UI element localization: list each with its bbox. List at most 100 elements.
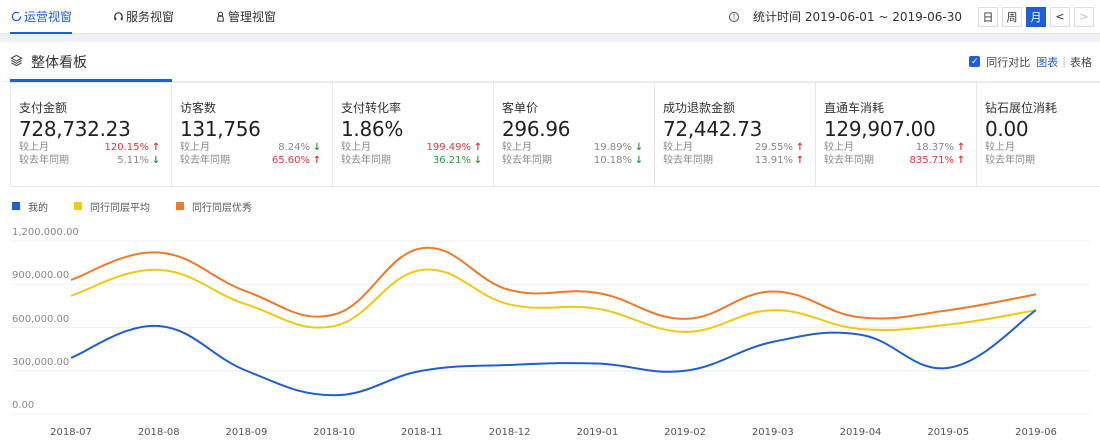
series-excellent-line[interactable] bbox=[70, 246, 1037, 320]
board-title: 整体看板 bbox=[31, 54, 87, 71]
tab-operations[interactable]: 运营视窗 bbox=[10, 0, 73, 34]
y-axis-label: 900,000.00 bbox=[12, 270, 70, 282]
chart-legend: 我的 同行同层平均 同行同层优秀 bbox=[12, 199, 1100, 214]
legend-label: 我的 bbox=[28, 202, 48, 214]
yoy-label: 较去年同期 bbox=[985, 155, 1035, 166]
metric-card[interactable]: 成功退款金额 72,442.73 较上月 29.55% ↑ 较去年同期 13.9… bbox=[655, 82, 816, 187]
yoy-label: 较去年同期 bbox=[824, 155, 874, 166]
yoy-value: - bbox=[1055, 154, 1100, 167]
mom-label: 较上月 bbox=[663, 142, 693, 153]
next-period-button[interactable]: > bbox=[1074, 6, 1094, 27]
x-axis-label: 2018-10 bbox=[313, 427, 356, 438]
arrow-up-icon: ↑ bbox=[795, 155, 805, 166]
x-axis-label: 2019-05 bbox=[927, 427, 970, 438]
mom-row: 较上月 18.37% ↑ bbox=[824, 141, 968, 154]
date-controls: ! 统计时间 2019-06-01 ~ 2019-06-30 日 周 月 < > bbox=[729, 6, 1100, 27]
metric-cards: 支付金额 728,732.23 较上月 120.15% ↑ 较去年同期 5.11… bbox=[10, 79, 1100, 187]
metric-label: 成功退款金额 bbox=[663, 101, 736, 115]
y-axis-label: 1,200,000.00 bbox=[12, 227, 79, 238]
period-month-button[interactable]: 月 bbox=[1026, 6, 1046, 27]
arrow-up-icon: ↑ bbox=[795, 142, 805, 153]
mom-label: 较上月 bbox=[824, 142, 854, 153]
legend-swatch bbox=[74, 202, 82, 210]
yoy-value: 65.60% bbox=[271, 155, 310, 166]
x-axis-label: 2018-07 bbox=[50, 427, 92, 438]
tab-management[interactable]: 管理视窗 bbox=[214, 0, 276, 34]
view-chart-link[interactable]: 图表 bbox=[1036, 55, 1059, 69]
board-header: 整体看板 ✓ 同行对比 图表 | 表格 bbox=[0, 42, 1100, 82]
period-day-button[interactable]: 日 bbox=[978, 6, 998, 27]
legend-swatch bbox=[12, 202, 20, 210]
yoy-row: 较去年同期 13.91% ↑ bbox=[663, 154, 807, 167]
mom-label: 较上月 bbox=[502, 142, 532, 153]
yoy-label: 较去年同期 bbox=[19, 155, 69, 166]
metric-label: 支付金额 bbox=[19, 101, 68, 115]
metric-label: 客单价 bbox=[502, 101, 539, 115]
metric-value: 129,907.00 bbox=[824, 117, 936, 141]
mom-value: 18.37% bbox=[915, 142, 954, 153]
metric-card[interactable]: 钻石展位消耗 0.00 较上月 - 较去年同期 - bbox=[977, 82, 1100, 187]
period-selector: 日 周 月 < > bbox=[978, 6, 1094, 27]
arrow-down-icon: ↓ bbox=[634, 155, 644, 166]
yoy-value: 10.18% bbox=[593, 155, 632, 166]
metric-card[interactable]: 直通车消耗 129,907.00 较上月 18.37% ↑ 较去年同期 835.… bbox=[816, 82, 977, 187]
metric-label: 支付转化率 bbox=[341, 101, 402, 115]
metric-card[interactable]: 支付金额 728,732.23 较上月 120.15% ↑ 较去年同期 5.11… bbox=[10, 79, 172, 187]
layers-icon bbox=[10, 52, 23, 71]
yoy-value: 835.71% bbox=[909, 155, 955, 166]
metric-value: 131,756 bbox=[180, 117, 261, 141]
mom-row: 较上月 199.49% ↑ bbox=[341, 141, 485, 154]
period-week-button[interactable]: 周 bbox=[1002, 6, 1022, 27]
arrow-up-icon: ↑ bbox=[956, 142, 966, 153]
metric-label: 直通车消耗 bbox=[824, 101, 885, 115]
mom-value: 19.89% bbox=[593, 142, 632, 153]
yoy-label: 较去年同期 bbox=[502, 155, 552, 166]
mom-label: 较上月 bbox=[19, 142, 49, 153]
metric-card[interactable]: 客单价 296.96 较上月 19.89% ↓ 较去年同期 10.18% ↓ bbox=[494, 82, 655, 187]
mom-row: 较上月 - bbox=[985, 141, 1100, 154]
yoy-value: 13.91% bbox=[754, 155, 793, 166]
yoy-label: 较去年同期 bbox=[341, 155, 391, 166]
mom-row: 较上月 8.24% ↓ bbox=[180, 141, 324, 154]
mom-label: 较上月 bbox=[341, 142, 371, 153]
mom-label: 较上月 bbox=[985, 142, 1015, 153]
legend-item-mine[interactable]: 我的 bbox=[12, 199, 48, 214]
legend-item-excellent[interactable]: 同行同层优秀 bbox=[176, 199, 252, 214]
mom-value: 120.15% bbox=[104, 142, 150, 153]
info-icon[interactable]: ! bbox=[729, 11, 740, 22]
x-axis-label: 2018-11 bbox=[401, 427, 443, 438]
series-average-line[interactable] bbox=[70, 268, 1037, 333]
series-mine-line[interactable] bbox=[70, 309, 1037, 397]
y-axis-label: 300,000.00 bbox=[12, 356, 70, 368]
view-separator: | bbox=[1062, 55, 1066, 68]
mom-value: - bbox=[1055, 141, 1100, 154]
metric-label: 访客数 bbox=[180, 101, 217, 115]
x-axis-label: 2019-04 bbox=[839, 427, 882, 438]
metric-label: 钻石展位消耗 bbox=[985, 101, 1058, 115]
yoy-value: 36.21% bbox=[432, 155, 471, 166]
arrow-down-icon: ↓ bbox=[473, 155, 483, 166]
tab-label: 运营视窗 bbox=[24, 10, 73, 24]
prev-period-button[interactable]: < bbox=[1050, 6, 1070, 27]
board-options: ✓ 同行对比 图表 | 表格 bbox=[969, 54, 1092, 70]
arrow-down-icon: ↓ bbox=[151, 155, 161, 166]
y-axis-label: 600,000.00 bbox=[12, 313, 70, 325]
arrow-up-icon: ↑ bbox=[956, 155, 966, 166]
legend-item-average[interactable]: 同行同层平均 bbox=[74, 199, 150, 214]
chart-plot bbox=[12, 240, 1090, 415]
metric-card[interactable]: 支付转化率 1.86% 较上月 199.49% ↑ 较去年同期 36.21% ↓ bbox=[333, 82, 494, 187]
yoy-row: 较去年同期 36.21% ↓ bbox=[341, 154, 485, 167]
metric-card[interactable]: 访客数 131,756 较上月 8.24% ↓ 较去年同期 65.60% ↑ bbox=[172, 82, 333, 187]
mom-value: 199.49% bbox=[426, 142, 472, 153]
legend-label: 同行同层优秀 bbox=[192, 202, 252, 214]
yoy-row: 较去年同期 - bbox=[985, 154, 1100, 167]
view-table-link[interactable]: 表格 bbox=[1070, 55, 1092, 69]
tab-label: 管理视窗 bbox=[228, 10, 277, 24]
x-axis-label: 2019-03 bbox=[751, 427, 794, 438]
tab-service[interactable]: 服务视窗 bbox=[112, 0, 174, 34]
x-axis-label: 2018-09 bbox=[225, 427, 268, 438]
compare-label[interactable]: 同行对比 bbox=[986, 55, 1031, 69]
yoy-row: 较去年同期 10.18% ↓ bbox=[502, 154, 646, 167]
compare-checkbox[interactable]: ✓ bbox=[969, 56, 981, 67]
yoy-label: 较去年同期 bbox=[663, 155, 713, 166]
